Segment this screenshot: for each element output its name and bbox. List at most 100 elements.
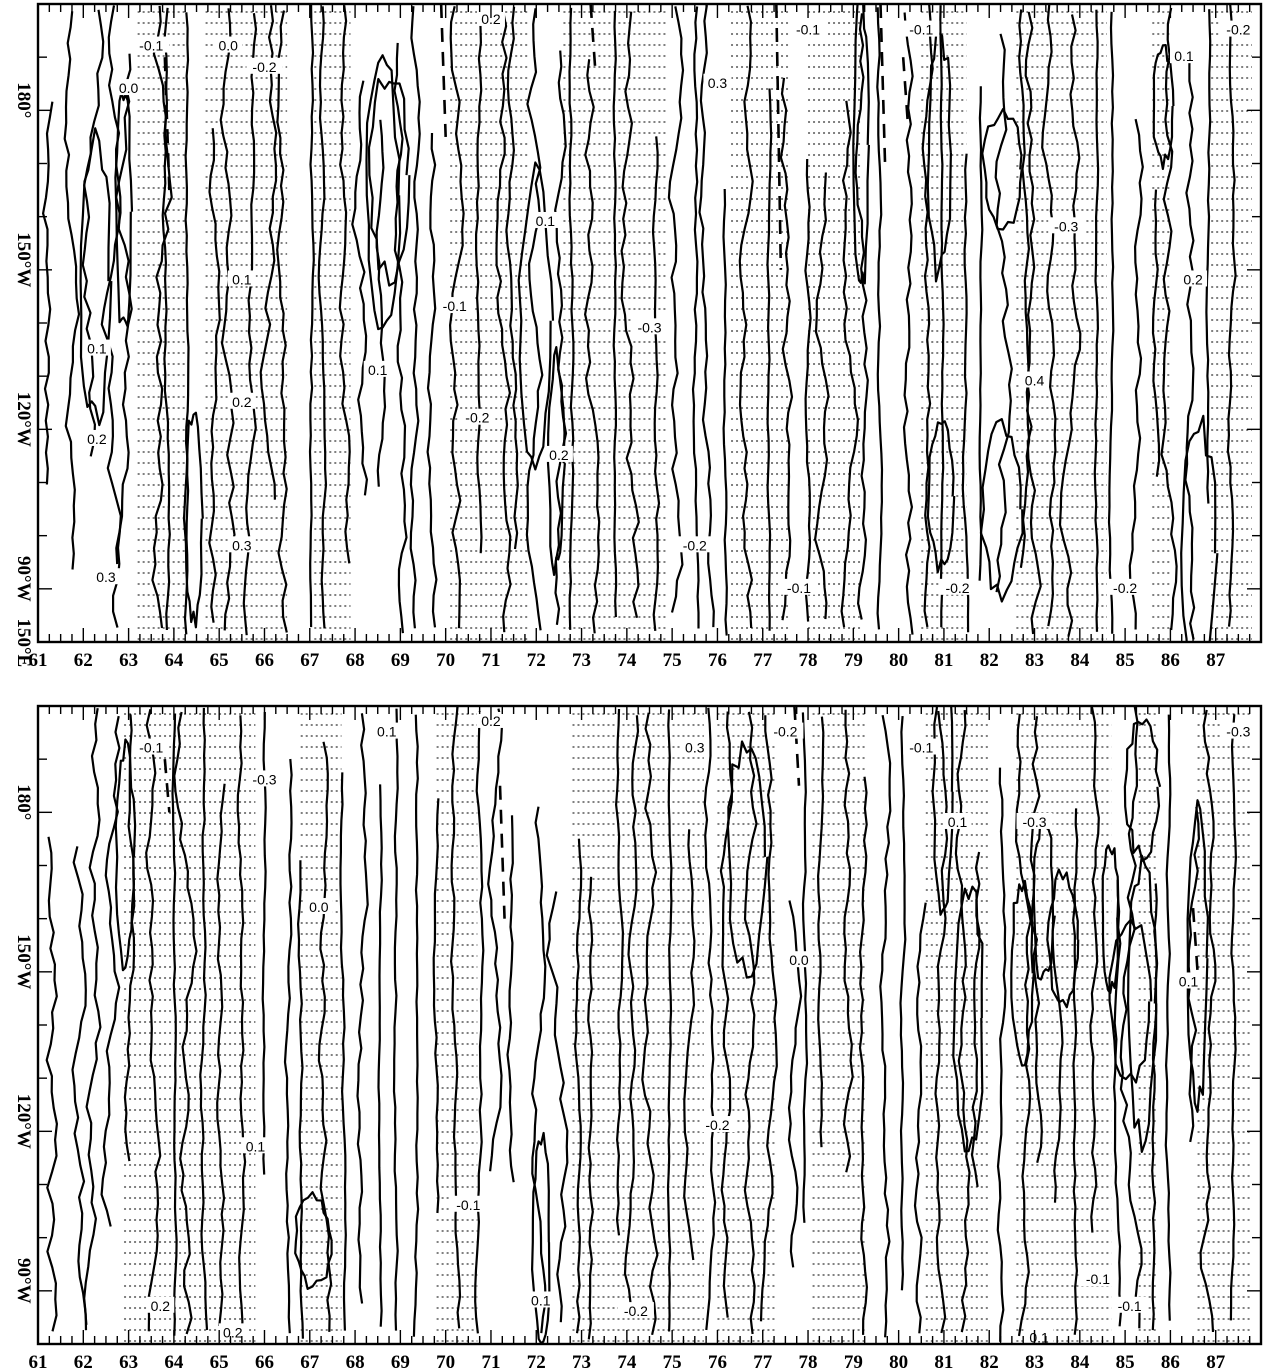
contour-line xyxy=(242,13,258,636)
x-tick-label: 75 xyxy=(663,650,682,671)
contour-label: -0.1 xyxy=(909,22,933,38)
closed-contour xyxy=(367,77,411,287)
x-tick-label: 61 xyxy=(29,650,48,671)
y-tick-label: 150°W xyxy=(13,232,34,287)
contour-label-bg xyxy=(903,738,940,755)
contour-label: -0.1 xyxy=(1086,1271,1110,1287)
contour-label-bg xyxy=(227,392,256,409)
closed-contour xyxy=(1101,844,1120,995)
closed-contour xyxy=(1010,879,1035,1067)
x-tick-label: 74 xyxy=(617,650,637,671)
contour-label: -0.3 xyxy=(1226,724,1250,740)
contour-label-bg xyxy=(133,36,170,53)
contour-line xyxy=(409,6,421,629)
x-tick-label: 61 xyxy=(29,1352,48,1369)
contour-label-bg xyxy=(436,297,473,314)
contour-label: -0.3 xyxy=(1022,814,1046,830)
contour-line xyxy=(1164,714,1172,1321)
contour-label-bg xyxy=(372,722,401,739)
contour-line xyxy=(100,715,121,1227)
contour-line xyxy=(545,891,569,1323)
contour-line xyxy=(573,838,583,1334)
dashed-contour xyxy=(793,706,801,786)
dashed-contour xyxy=(589,4,597,68)
closed-contour xyxy=(1126,854,1158,1154)
x-tick-label: 74 xyxy=(617,1352,637,1369)
x-tick-label: 84 xyxy=(1070,1352,1090,1369)
closed-contour xyxy=(114,91,134,328)
contour-label: 0.1 xyxy=(536,213,556,229)
contour-label-bg xyxy=(227,536,256,553)
contour-line xyxy=(145,709,162,1332)
x-tick-label: 82 xyxy=(980,1352,999,1369)
bottom-panel: 0.2 0.1 -0.1 0.3 -0.2 -0.1 -0.3 -0.3 0.1 -0.3 0.0 0… xyxy=(13,618,1263,1369)
x-tick-label: 77 xyxy=(753,1352,773,1369)
contour-line xyxy=(738,5,754,628)
contour-label-bg xyxy=(82,429,111,446)
contour-line xyxy=(854,13,869,620)
x-tick-label: 84 xyxy=(1070,650,1090,671)
contour-line xyxy=(1199,709,1217,1333)
contour-line xyxy=(587,876,594,1340)
closed-contour xyxy=(1032,813,1055,981)
contour-label-bg xyxy=(631,318,668,335)
contour-label: -0.2 xyxy=(252,59,276,75)
x-tick-label: 87 xyxy=(1206,1352,1226,1369)
contour-label-bg xyxy=(1020,371,1049,388)
contour-label: -0.2 xyxy=(624,1303,648,1319)
contour-label: 0.1 xyxy=(531,1292,551,1308)
contour-label: 0.1 xyxy=(232,271,252,287)
x-tick-label: 67 xyxy=(300,1352,320,1369)
x-tick-label: 70 xyxy=(436,650,455,671)
x-tick-label: 64 xyxy=(164,650,184,671)
contour-line xyxy=(568,7,575,630)
closed-contour xyxy=(79,127,113,427)
contour-line xyxy=(505,6,519,550)
contour-label-bg xyxy=(246,57,283,74)
contour-label-bg xyxy=(544,445,573,462)
contour-line xyxy=(1041,4,1057,627)
closed-contour xyxy=(1152,43,1175,170)
x-tick-label: 75 xyxy=(663,1352,682,1369)
contour-line xyxy=(219,8,236,631)
contour-label: 0.3 xyxy=(708,75,728,91)
contour-line xyxy=(759,715,778,1322)
contour-line xyxy=(666,709,673,1332)
contour-line xyxy=(115,53,133,565)
dashed-contour xyxy=(439,4,447,137)
contour-label: 0.2 xyxy=(481,713,501,729)
contour-label-bg xyxy=(617,1302,654,1319)
contour-label-bg xyxy=(1079,1270,1116,1287)
contour-label: 0.0 xyxy=(119,80,139,96)
contour-line xyxy=(1089,706,1100,1233)
x-tick-label: 71 xyxy=(481,650,500,671)
x-tick-label: 69 xyxy=(391,1352,410,1369)
x-tick-label: 62 xyxy=(74,1352,93,1369)
contour-label: 0.1 xyxy=(246,1138,266,1154)
contour-line xyxy=(779,77,794,621)
contour-label: -0.1 xyxy=(139,38,163,54)
contour-line xyxy=(297,860,304,1339)
contour-line xyxy=(338,5,351,564)
contour-line xyxy=(81,9,105,457)
contour-line xyxy=(339,772,347,1331)
contour-label: 0.1 xyxy=(1179,973,1199,989)
contour-label: 0.1 xyxy=(87,341,107,357)
x-tick-label: 65 xyxy=(210,650,229,671)
contour-label: 0.2 xyxy=(151,1298,171,1314)
contour-label: 0.0 xyxy=(789,952,809,968)
x-tick-label: 81 xyxy=(934,1352,953,1369)
contour-label: -0.2 xyxy=(945,580,969,596)
contour-label-bg xyxy=(241,1137,270,1154)
contour-line xyxy=(426,132,438,628)
x-tick-label: 80 xyxy=(889,650,908,671)
contour-label-bg xyxy=(703,73,732,90)
contour-labels: 0.2 0.1 -0.1 0.3 -0.2 -0.1 -0.3 -0.3 0.1 -0.3 0.0 0… xyxy=(133,711,1257,1344)
contour-label: -0.2 xyxy=(1226,22,1250,38)
contour-label-bg xyxy=(227,270,256,287)
contour-line xyxy=(393,42,408,634)
x-tick-label: 77 xyxy=(753,650,773,671)
closed-contour xyxy=(365,54,402,331)
